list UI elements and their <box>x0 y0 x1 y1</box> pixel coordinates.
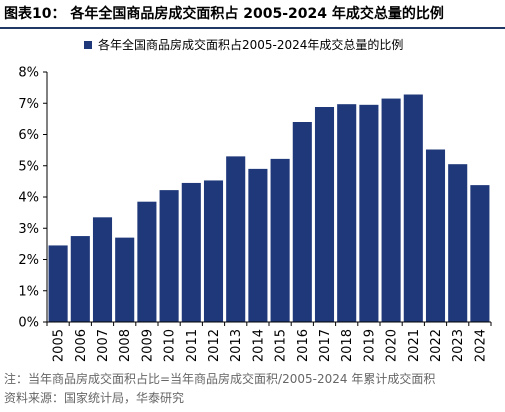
legend-swatch <box>84 40 92 49</box>
bar <box>337 104 357 322</box>
x-tick-label: 2016 <box>296 329 311 362</box>
x-tick-label: 2014 <box>251 329 266 362</box>
x-tick-label: 2018 <box>340 329 355 362</box>
x-tick-label: 2011 <box>185 329 200 362</box>
x-tick-label: 2017 <box>318 329 333 362</box>
bar <box>359 104 379 322</box>
y-tick-label: 2% <box>18 253 39 268</box>
y-tick-label: 0% <box>18 316 39 331</box>
x-tick-label: 2008 <box>118 329 133 362</box>
y-tick-label: 3% <box>18 222 39 237</box>
bar <box>292 122 312 322</box>
title-divider <box>0 27 505 29</box>
y-tick-label: 1% <box>18 284 39 299</box>
x-tick-label: 2024 <box>473 329 488 362</box>
legend: 各年全国商品房成交面积占2005-2024年成交总量的比例 <box>84 36 403 53</box>
footnote: 注：当年商品房成交面积占比=当年商品房成交面积/2005-2024 年累计成交面… <box>4 372 436 386</box>
chart-title: 图表10： 各年全国商品房成交面积占 2005-2024 年成交总量的比例 <box>4 6 444 22</box>
bar <box>448 164 468 322</box>
y-tick-label: 4% <box>18 191 39 206</box>
x-tick-label: 2019 <box>362 329 377 362</box>
bar <box>92 217 113 322</box>
x-tick-label: 2005 <box>52 329 67 362</box>
x-tick-label: 2015 <box>274 329 289 362</box>
bar <box>203 180 224 322</box>
x-tick-label: 2007 <box>96 329 111 362</box>
y-axis: 0% 1% 2% 3% 4% 5% 6% 7% 8% <box>18 66 48 331</box>
bar <box>70 236 90 322</box>
y-tick-label: 7% <box>18 97 39 112</box>
bar <box>159 190 179 322</box>
bars-group <box>48 94 490 322</box>
x-tick-label: 2022 <box>429 329 444 362</box>
source-note: 资料来源：国家统计局，华泰研究 <box>4 391 185 405</box>
legend-label: 各年全国商品房成交面积占2005-2024年成交总量的比例 <box>98 38 404 52</box>
x-tick-label: 2009 <box>140 329 155 362</box>
x-tick-label: 2023 <box>451 329 466 362</box>
x-axis: 2005 2006 2007 2008 2009 2010 2011 2012 2013 2014… <box>46 321 492 362</box>
bar <box>226 156 246 322</box>
bar <box>115 237 135 322</box>
y-tick-label: 8% <box>18 66 39 81</box>
bar <box>137 201 157 322</box>
x-tick-label: 2021 <box>407 329 422 362</box>
bar <box>425 149 446 322</box>
bar <box>381 98 401 322</box>
y-tick-label: 6% <box>18 128 39 143</box>
bar <box>403 94 423 322</box>
bar <box>270 158 290 322</box>
bar <box>248 168 268 322</box>
x-tick-label: 2006 <box>74 329 89 362</box>
x-tick-label: 2020 <box>385 329 400 362</box>
bar <box>470 185 490 322</box>
bar <box>181 182 201 322</box>
bar <box>314 107 335 322</box>
x-tick-label: 2012 <box>207 329 222 362</box>
bar <box>48 245 68 322</box>
x-tick-label: 2013 <box>229 329 244 362</box>
y-tick-label: 5% <box>18 159 39 174</box>
x-tick-label: 2010 <box>163 329 178 362</box>
